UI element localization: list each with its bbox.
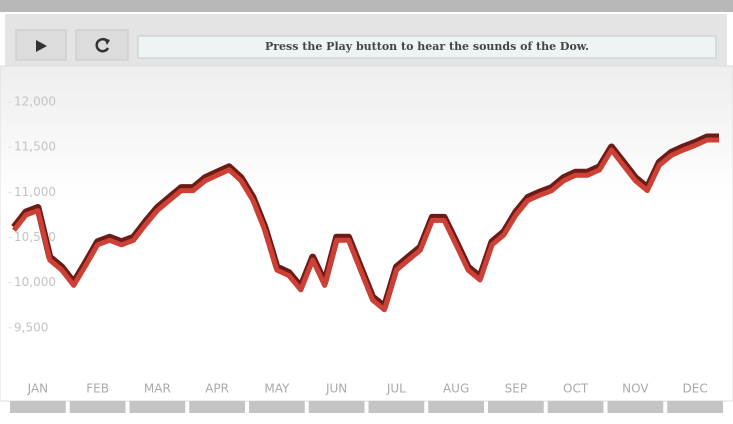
x-tick-label: SEP [505, 382, 527, 396]
x-tick-label: NOV [622, 382, 649, 396]
y-tick-label: 11,000 [14, 185, 56, 199]
x-tick-label: APR [205, 382, 229, 396]
x-tick-label: MAY [264, 382, 290, 396]
y-tick-label: 11,500 [14, 140, 56, 154]
x-tick-label: FEB [86, 382, 109, 396]
month-tab [428, 401, 484, 413]
month-tab [547, 401, 604, 413]
x-tick-label: JUN [325, 382, 347, 396]
line [12, 137, 719, 313]
month-tab [249, 401, 305, 413]
month-tab [308, 401, 365, 413]
play-button[interactable] [15, 29, 67, 61]
y-tick-label: 9,500 [14, 320, 48, 334]
month-tab [69, 401, 126, 413]
month-tab [368, 401, 425, 413]
month-tab [488, 401, 544, 413]
month-tab [607, 401, 664, 413]
x-tick-label: OCT [563, 382, 589, 396]
month-tab [129, 401, 186, 413]
y-tick-label: 12,000 [14, 95, 56, 109]
month-tab [189, 401, 245, 413]
replay-button[interactable] [75, 29, 129, 61]
status-box [137, 35, 717, 59]
month-tab [10, 401, 66, 413]
x-tick-label: DEC [683, 382, 708, 396]
x-tick-label: JAN [27, 382, 49, 396]
x-tick-label: AUG [443, 382, 469, 396]
status-text: Press the Play button to hear the sounds… [265, 40, 589, 53]
x-tick-label: JUL [386, 382, 406, 396]
x-tick-label: MAR [144, 382, 171, 396]
plot-area [0, 65, 733, 402]
y-tick-label: 10,000 [14, 275, 56, 289]
month-tab [667, 401, 723, 413]
top-bar [0, 0, 733, 12]
